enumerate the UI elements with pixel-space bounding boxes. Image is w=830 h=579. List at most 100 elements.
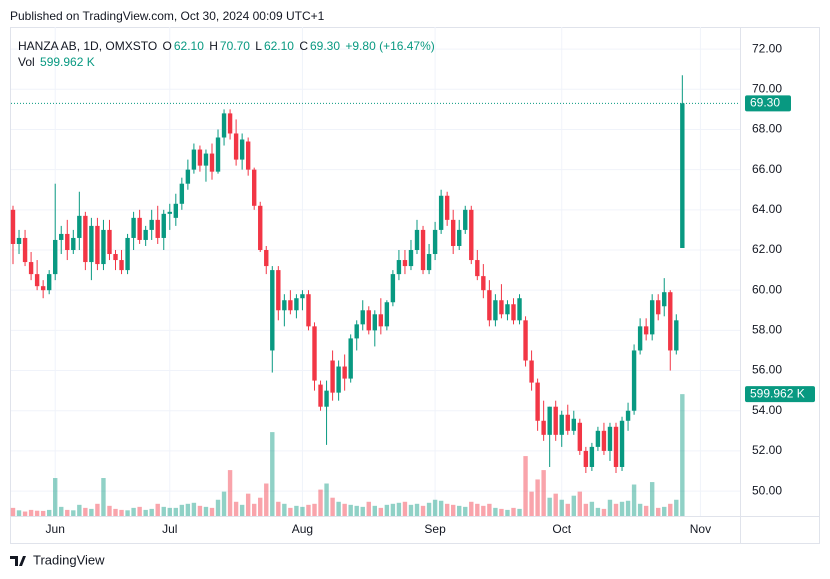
candle-body [306, 294, 311, 327]
volume-bar [541, 470, 546, 516]
candle-body [577, 422, 583, 451]
candle-body [173, 203, 179, 218]
volume-bar [324, 483, 329, 516]
volume-bar [161, 506, 166, 516]
legend: HANZA AB, 1D, OMXSTO O 62.10 H 70.70 L 62.1… [18, 38, 437, 70]
volume-bar [203, 506, 209, 516]
candle-body [649, 300, 655, 335]
volume-bar [601, 508, 607, 516]
volume-bar [559, 499, 564, 516]
candle-body [601, 430, 607, 451]
candle-body [680, 103, 685, 248]
volume-bar [523, 456, 528, 516]
candle-body [131, 217, 136, 238]
candle-body [426, 254, 432, 271]
candle-body [457, 229, 462, 246]
x-tick-label: Nov [690, 522, 711, 536]
candle-body [276, 270, 281, 311]
volume-bar [179, 504, 185, 516]
candle-body [402, 260, 408, 267]
candle-body [137, 217, 142, 240]
volume-bar [233, 501, 239, 516]
candle-body [71, 237, 76, 251]
candle-body [523, 320, 528, 361]
candle-body [258, 205, 263, 251]
candle-body [191, 149, 197, 170]
volume-bar [155, 503, 160, 516]
candle-body [209, 153, 215, 172]
volume-bar [276, 501, 281, 516]
candle-body [143, 229, 148, 240]
y-tick-label: 62.00 [752, 242, 782, 256]
volume-bar [637, 503, 643, 516]
volume-bar [414, 503, 420, 516]
volume-bar [607, 499, 613, 516]
brand-logo [10, 556, 26, 566]
volume-bar [53, 478, 58, 516]
c-label: C [299, 39, 308, 53]
candle-body [95, 225, 100, 265]
candle-body [674, 320, 679, 351]
volume-bar [457, 505, 462, 516]
volume-bar [619, 501, 625, 516]
volume-bar [258, 497, 263, 516]
volume-bar [185, 503, 191, 516]
volume-badge-label: 599.962 K [750, 386, 805, 400]
candle-body [348, 338, 353, 379]
candle-body [179, 183, 185, 204]
x-tick-label: Aug [292, 522, 313, 536]
symbol: HANZA AB, 1D, OMXSTO [18, 39, 158, 53]
candle-body [583, 450, 589, 467]
candle-body [77, 215, 82, 238]
candle-body [493, 300, 498, 321]
volume-bar [450, 504, 456, 516]
volume-bar [318, 489, 323, 516]
volume-bar [113, 508, 118, 516]
volume-bar [71, 510, 76, 516]
candle-body [22, 237, 28, 263]
candle-body [215, 137, 221, 172]
candle-body [444, 195, 450, 220]
candle-body [324, 390, 329, 407]
volume-bar [288, 507, 293, 516]
volume-bar [348, 504, 353, 516]
y-tick-label: 60.00 [752, 282, 782, 296]
volume-bar [426, 502, 432, 516]
candle-body [46, 274, 52, 291]
candle-body [408, 250, 414, 267]
candle-body [619, 420, 625, 467]
volume-bar [245, 493, 251, 516]
volume-bar [197, 505, 203, 516]
volume-bar [529, 491, 534, 516]
last-price-badge [745, 95, 791, 112]
candle-body [89, 225, 94, 263]
candle-body [288, 300, 293, 311]
candle-body [463, 209, 468, 230]
candle-body [541, 420, 546, 435]
candle-body [300, 294, 305, 299]
candle-body [396, 260, 402, 275]
candle-body [294, 298, 299, 311]
candle-body [282, 300, 287, 311]
candle-body [34, 274, 40, 287]
volume-bar [432, 499, 438, 516]
volume-bar [505, 509, 510, 516]
candle-body [656, 300, 661, 315]
volume-bar [360, 506, 365, 516]
candle-body [517, 298, 522, 321]
volume-bar [59, 506, 64, 516]
candle-body [221, 113, 227, 138]
candle-body [252, 169, 257, 206]
o-value: 62.10 [173, 39, 204, 53]
volume-bar [16, 510, 22, 516]
legend-row: Vol 599.962 K [18, 54, 437, 70]
candle-body [312, 326, 317, 381]
candle-body [547, 406, 552, 435]
volume-bar [95, 503, 100, 516]
candle-body [571, 418, 576, 431]
candle-body [559, 414, 564, 435]
candle-body [155, 219, 160, 238]
candle-body [481, 276, 486, 291]
volume-bar [294, 505, 299, 516]
